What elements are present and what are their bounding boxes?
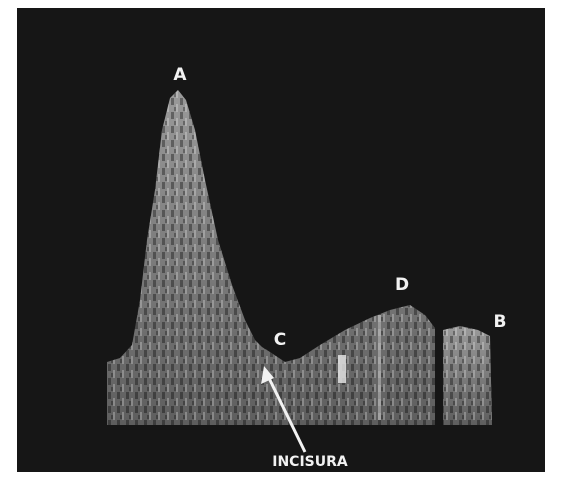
label-d: D [395,275,409,295]
doppler-image: A C D B INCISURA [0,0,561,478]
annotation: INCISURA [272,454,348,470]
page: A C D B INCISURA (() => { const data = J… [0,0,561,478]
label-c: C [274,330,286,350]
label-b: B [494,312,507,332]
label-a: A [173,65,187,85]
